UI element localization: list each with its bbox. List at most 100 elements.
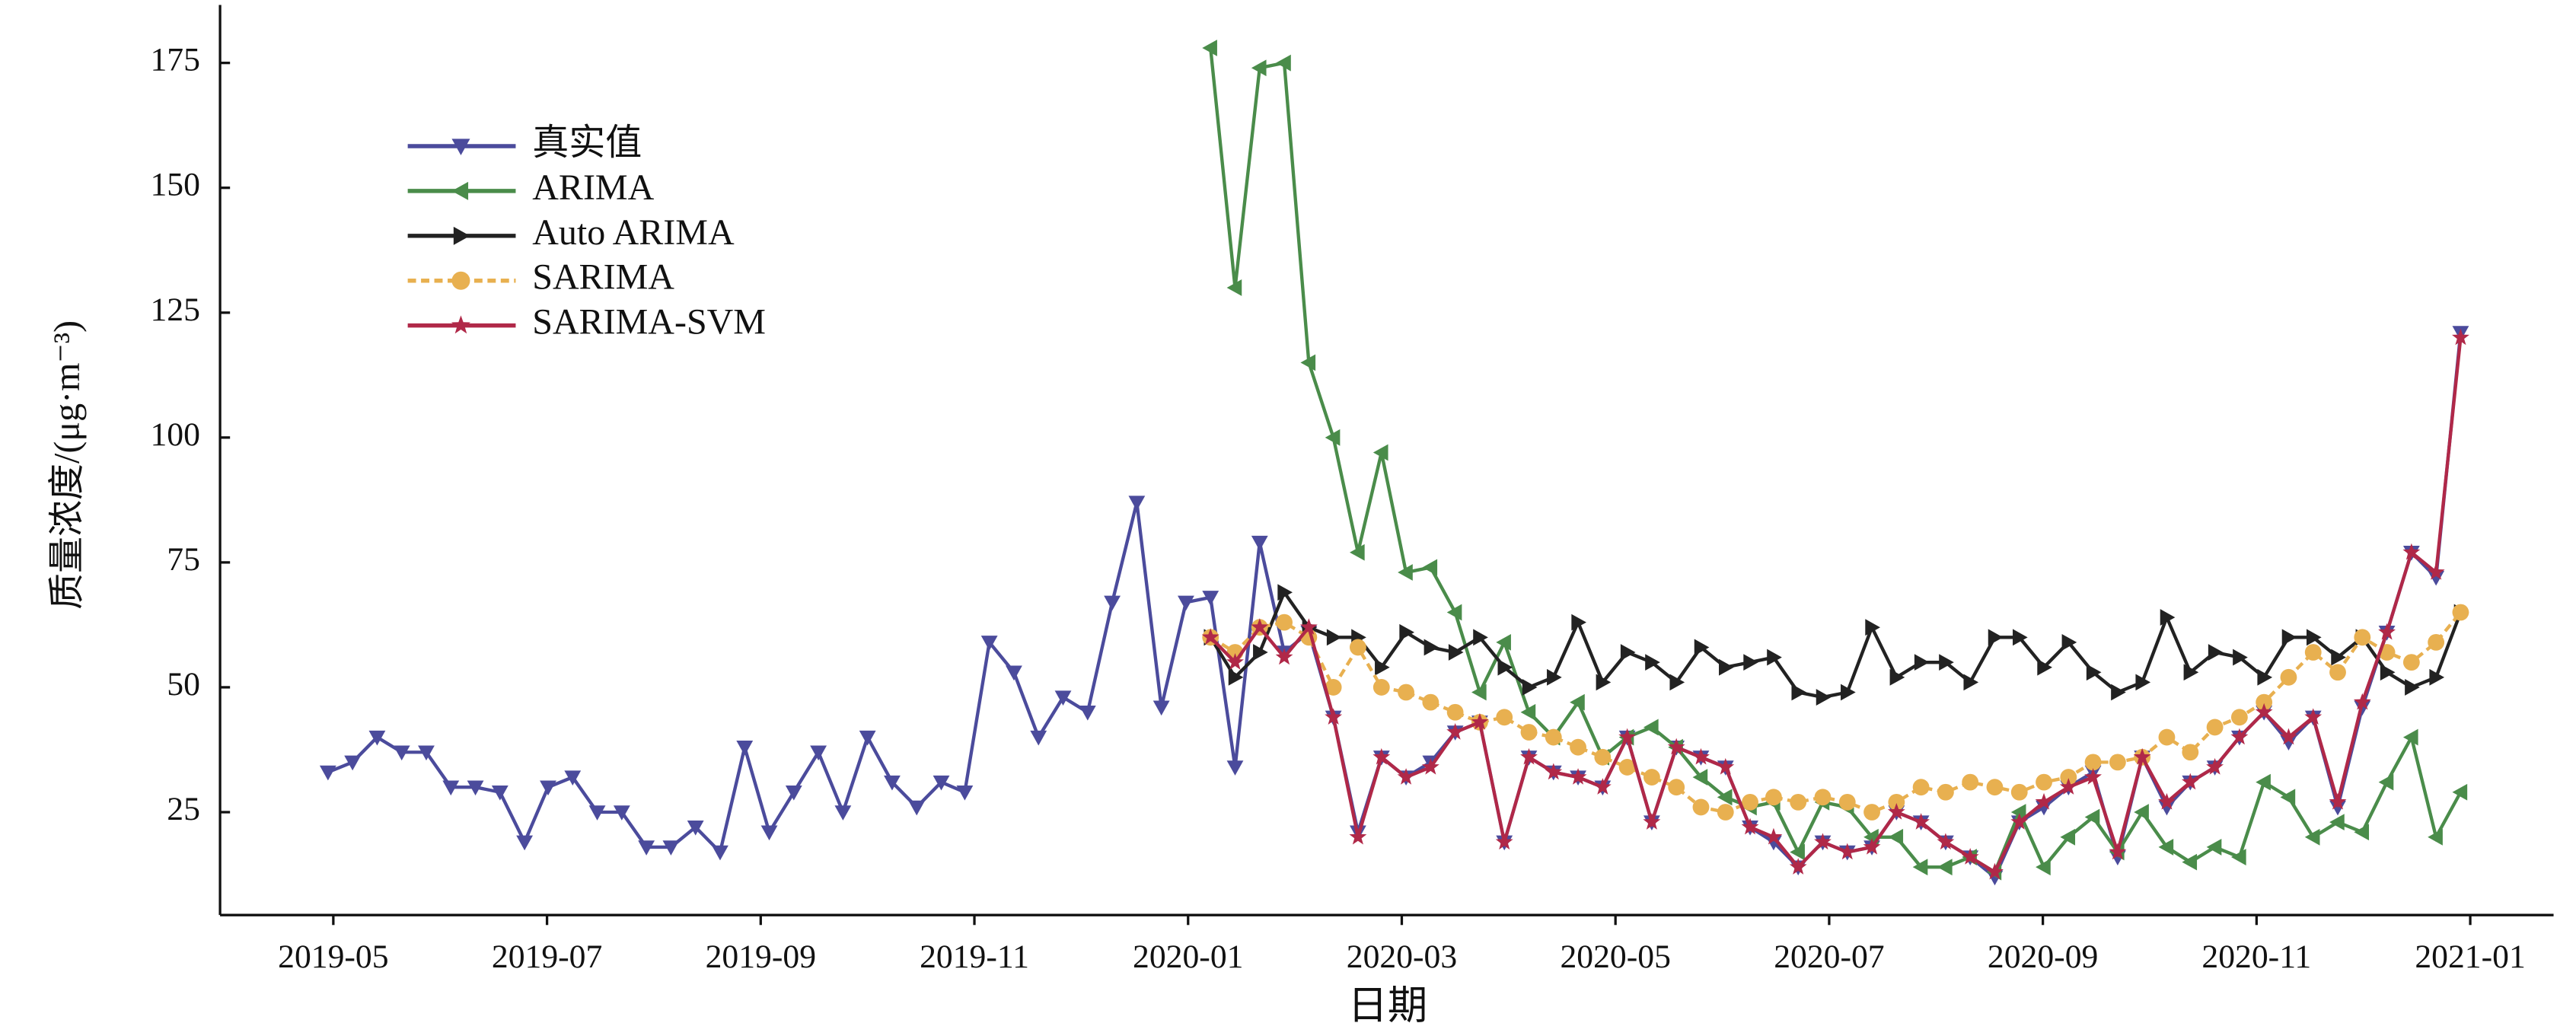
data-point xyxy=(1006,665,1022,681)
data-point xyxy=(2037,658,2052,676)
data-point xyxy=(1201,628,1219,645)
data-point xyxy=(2206,839,2222,856)
data-point xyxy=(1253,644,1268,661)
data-point xyxy=(1178,595,1194,611)
data-point xyxy=(1618,759,1636,776)
data-point xyxy=(1251,535,1268,551)
data-point xyxy=(1863,804,1880,821)
data-point xyxy=(1593,778,1612,795)
data-point xyxy=(2036,773,2052,791)
x-tick-label: 2020-07 xyxy=(1774,939,1884,975)
data-point xyxy=(1888,793,1905,811)
data-point xyxy=(2427,563,2445,580)
data-point xyxy=(1961,848,1979,865)
data-point xyxy=(1349,827,1367,845)
y-axis-label: 质量浓度/(μg·m⁻³) xyxy=(47,320,88,610)
data-point xyxy=(1814,833,1832,850)
data-point xyxy=(1717,789,1733,806)
data-point xyxy=(884,775,901,791)
x-tick-label: 2020-11 xyxy=(2201,939,2311,975)
data-point xyxy=(2402,728,2418,746)
data-point xyxy=(1079,706,1096,721)
data-point xyxy=(2158,800,2176,816)
data-point xyxy=(516,835,534,851)
data-point xyxy=(2329,664,2346,681)
data-point xyxy=(1473,629,1488,646)
data-point xyxy=(1251,618,1269,635)
series-line xyxy=(327,332,2463,880)
data-point xyxy=(1939,654,1954,671)
data-point xyxy=(1717,804,1734,821)
data-point xyxy=(1937,859,1953,876)
data-point xyxy=(1888,828,1904,846)
data-point xyxy=(933,775,950,791)
data-point xyxy=(2256,773,2271,791)
data-point xyxy=(2086,664,2102,681)
data-point xyxy=(1789,858,1807,875)
legend-label: ARIMA xyxy=(532,167,654,208)
data-point xyxy=(1620,644,1636,661)
data-point xyxy=(1300,354,1316,371)
data-point xyxy=(1643,813,1661,830)
data-point xyxy=(834,805,852,821)
data-point xyxy=(1276,54,1291,72)
data-point xyxy=(2133,747,2151,765)
data-point xyxy=(1448,644,1464,661)
data-point xyxy=(662,840,680,856)
legend-marker xyxy=(451,271,470,290)
data-point xyxy=(2378,623,2396,640)
data-point xyxy=(1520,703,1536,721)
y-tick-label: 150 xyxy=(150,167,199,203)
data-point xyxy=(2256,693,2273,711)
data-point xyxy=(1520,747,1538,765)
data-point xyxy=(1717,757,1735,775)
data-point xyxy=(2354,824,2370,841)
data-point xyxy=(368,730,386,746)
x-tick-label: 2021-01 xyxy=(2415,939,2525,975)
data-point xyxy=(785,786,802,801)
y-tick-label: 25 xyxy=(167,791,200,827)
data-point xyxy=(1299,618,1318,635)
data-point xyxy=(2428,828,2443,846)
data-point xyxy=(1914,654,1930,671)
x-tick-label: 2019-09 xyxy=(706,939,816,975)
data-point xyxy=(1692,769,1708,786)
data-point xyxy=(1765,835,1782,851)
data-point xyxy=(344,755,362,771)
data-point xyxy=(1645,654,1660,671)
data-point xyxy=(1838,793,1856,811)
data-point xyxy=(956,786,974,801)
data-point xyxy=(1226,760,1244,776)
data-point xyxy=(1471,712,1489,730)
series-line xyxy=(1209,337,2463,875)
data-point xyxy=(2010,813,2029,830)
data-point xyxy=(1912,779,1930,796)
data-point xyxy=(2280,735,2297,751)
data-point xyxy=(1372,444,1388,461)
x-tick-label: 2020-01 xyxy=(1133,939,1243,975)
data-point xyxy=(1202,591,1219,606)
data-point xyxy=(2428,633,2445,651)
data-point xyxy=(1495,833,1513,850)
data-point xyxy=(1719,658,1734,676)
data-point xyxy=(1743,654,1758,671)
data-point xyxy=(1594,748,1612,766)
data-point xyxy=(1202,40,1217,56)
data-point xyxy=(2158,728,2176,746)
data-point xyxy=(2084,808,2100,826)
data-point xyxy=(638,840,655,856)
data-point xyxy=(1571,613,1586,631)
data-point xyxy=(1570,693,1585,711)
x-tick-label: 2020-05 xyxy=(1560,939,1670,975)
data-point xyxy=(2429,668,2445,686)
data-point xyxy=(1694,639,1710,656)
series xyxy=(1202,604,2469,821)
data-point xyxy=(2109,754,2126,771)
data-point xyxy=(1765,789,1782,806)
data-point xyxy=(2013,629,2028,646)
data-point xyxy=(2233,649,2248,666)
data-point xyxy=(1816,689,1832,706)
data-point xyxy=(687,820,704,836)
data-point xyxy=(1643,769,1660,786)
